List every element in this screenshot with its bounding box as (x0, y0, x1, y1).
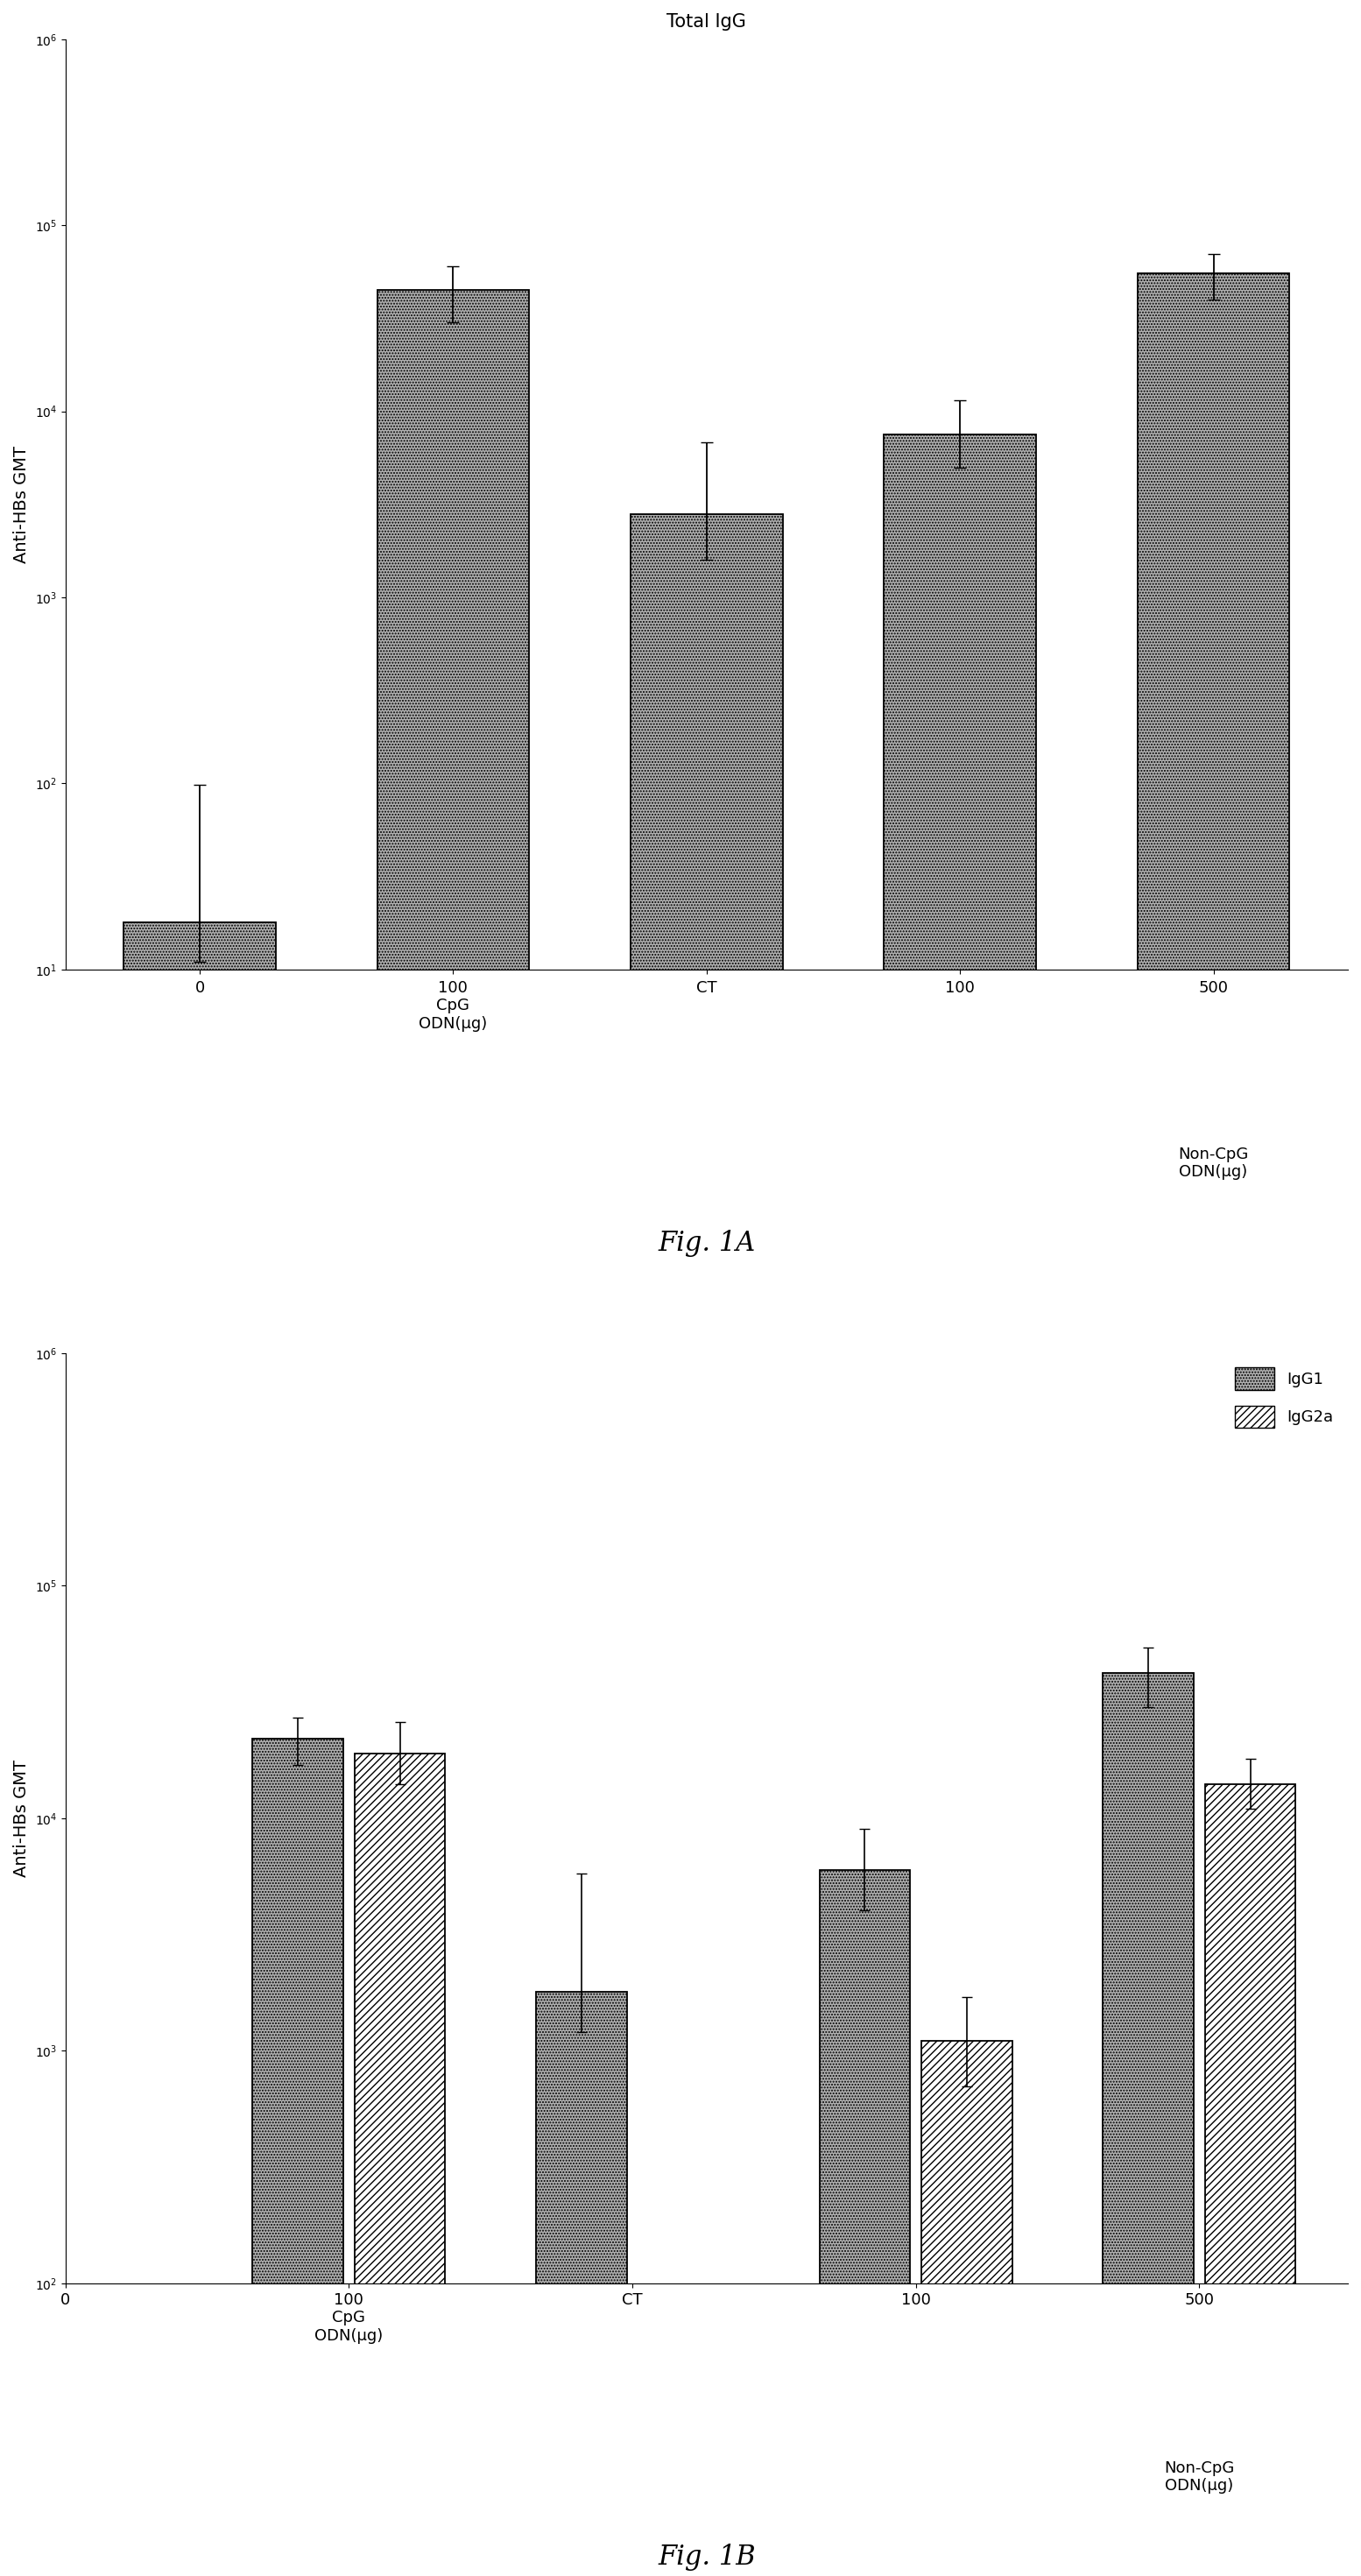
Bar (630, 515, 783, 2576)
Y-axis label: Anti-HBs GMT: Anti-HBs GMT (14, 1759, 30, 1878)
Text: Non-CpG
ODN(μg): Non-CpG ODN(μg) (1164, 2460, 1234, 2494)
Bar (1138, 273, 1290, 2576)
Bar (885, 435, 1036, 2576)
Bar (124, 922, 276, 2576)
Text: Non-CpG
ODN(μg): Non-CpG ODN(μg) (1179, 1146, 1248, 1180)
Y-axis label: Anti-HBs GMT: Anti-HBs GMT (14, 446, 30, 564)
Bar (536, 1991, 626, 2576)
Text: Fig. 1B: Fig. 1B (657, 2543, 755, 2571)
Bar (354, 1754, 445, 2576)
Bar (253, 1739, 343, 2576)
Bar (377, 291, 529, 2576)
Bar (921, 2040, 1013, 2576)
Text: Fig. 1A: Fig. 1A (657, 1229, 755, 1257)
Bar (1102, 1674, 1194, 2576)
Bar (1204, 1785, 1296, 2576)
Title: Total IgG: Total IgG (667, 13, 746, 31)
Legend: IgG1, IgG2a: IgG1, IgG2a (1229, 1360, 1341, 1435)
Bar (819, 1870, 911, 2576)
